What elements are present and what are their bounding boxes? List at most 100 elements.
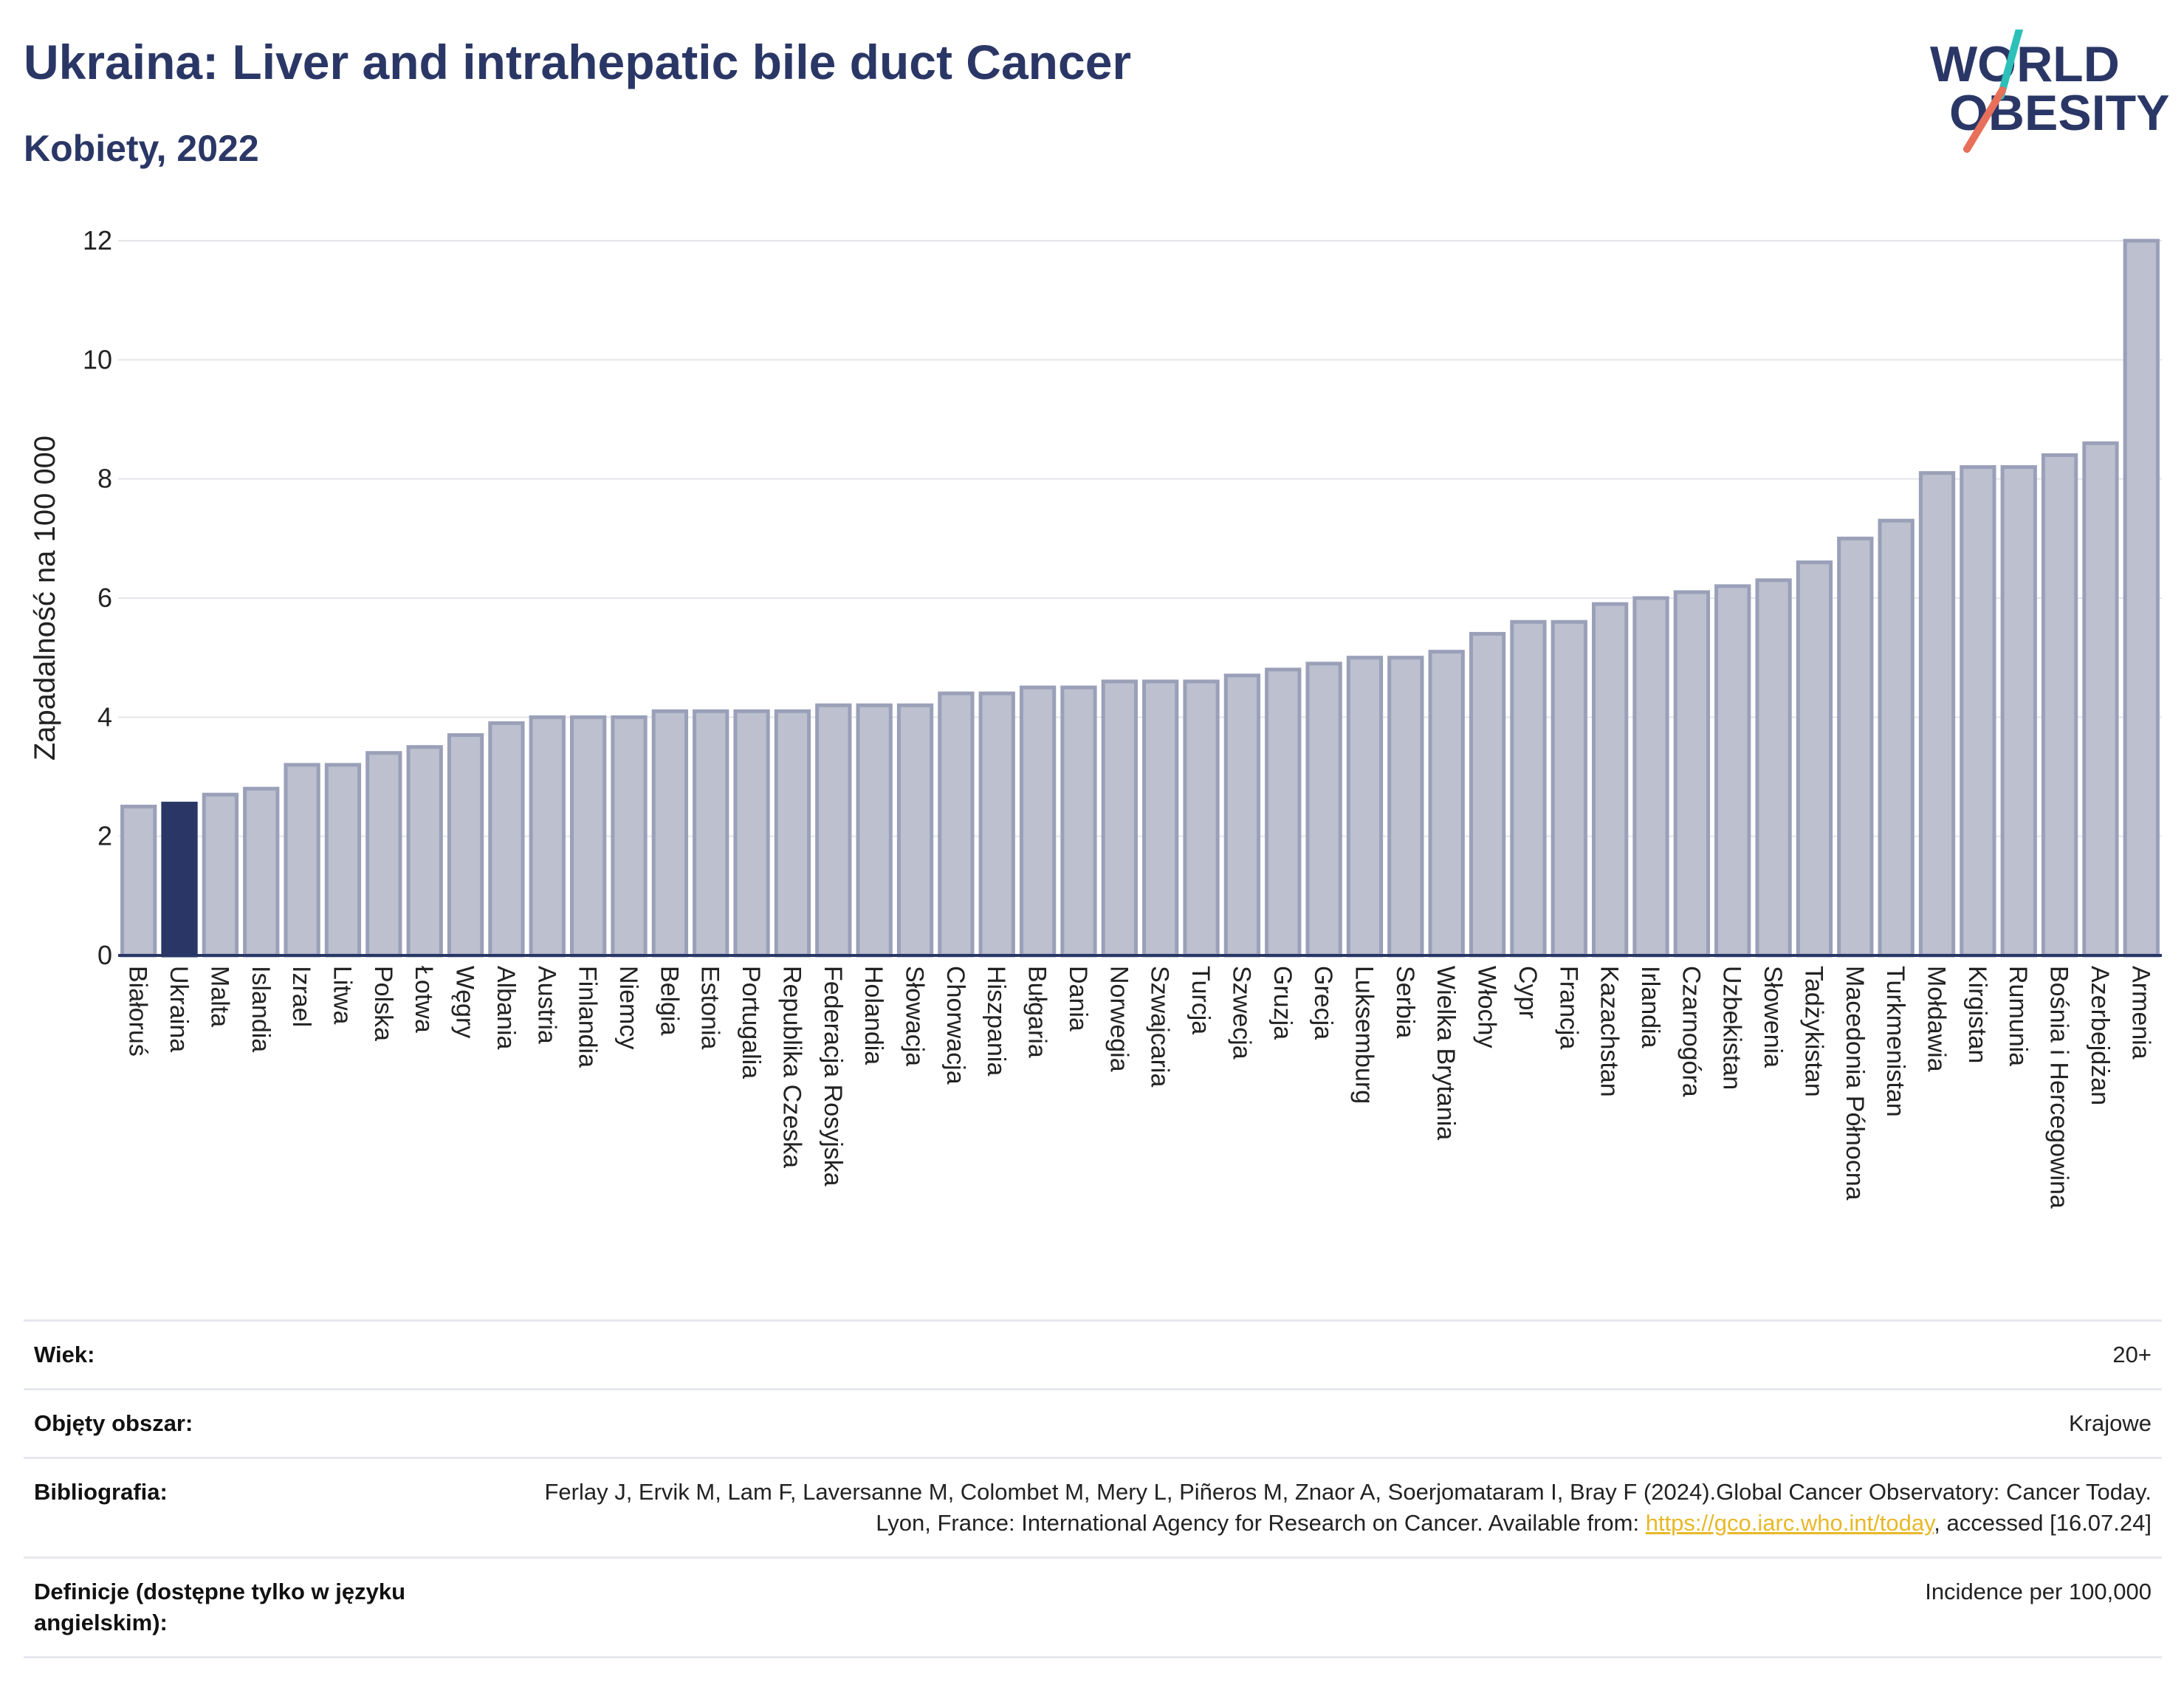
bar	[1142, 679, 1179, 958]
meta-row-age: Wiek: 20+	[24, 1319, 2162, 1388]
x-tick-label: Portugalia	[737, 966, 765, 1079]
x-tick-label: Polska	[369, 966, 397, 1041]
x-tick-label: Francja	[1554, 966, 1582, 1049]
bibliography-text: Ferlay J, Ervik M, Lam F, Laversanne M, …	[544, 1479, 2152, 1536]
bar	[2000, 465, 2037, 958]
x-tick-label: Niemcy	[614, 966, 642, 1049]
bar	[1305, 662, 1342, 958]
x-tick-label: Bułgaria	[1023, 966, 1051, 1058]
bar	[1878, 518, 1915, 958]
x-tick-label: Irlandia	[1636, 966, 1664, 1048]
x-tick-label: Wielka Brytania	[1432, 966, 1460, 1140]
x-tick-label: Uzbekistan	[1718, 966, 1746, 1090]
bar	[1510, 619, 1547, 958]
bar	[1469, 631, 1506, 958]
bar	[1673, 590, 1711, 958]
bibliography-value: Ferlay J, Ervik M, Lam F, Laversanne M, …	[527, 1477, 2152, 1539]
bar	[1428, 650, 1465, 958]
meta-row-bibliography: Bibliografia: Ferlay J, Ervik M, Lam F, …	[24, 1457, 2162, 1556]
logo-slash-coral	[1963, 86, 2006, 153]
x-tick-label: Austria	[532, 966, 560, 1044]
y-tick-label: 2	[97, 821, 112, 851]
bar-highlighted	[161, 801, 198, 958]
x-tick-label: Estonia	[696, 966, 724, 1049]
bar	[733, 709, 770, 958]
bar	[1632, 596, 1669, 958]
logo-text-obesity: OBESITY	[1949, 85, 2170, 141]
x-tick-label: Mołdawia	[1923, 966, 1951, 1072]
world-obesity-logo: WORLD OBESITY	[1930, 30, 2170, 153]
logo-text-world: WORLD	[1930, 36, 2120, 92]
x-tick-label: Włochy	[1473, 966, 1501, 1048]
bar	[978, 691, 1015, 958]
bar	[488, 721, 525, 958]
y-tick-label: 4	[97, 701, 112, 732]
x-tick-label: Białoruś	[124, 966, 152, 1057]
x-tick-label: Federacja Rosyjska	[819, 966, 847, 1187]
x-tick-label: Islandia	[247, 966, 275, 1052]
x-tick-label: Turcja	[1187, 966, 1215, 1034]
bar	[774, 709, 811, 958]
bar	[651, 709, 689, 958]
x-tick-label: Azerbejdżan	[2086, 966, 2114, 1105]
bar	[324, 763, 362, 958]
bar	[447, 733, 484, 958]
x-tick-label: Czarnogóra	[1677, 966, 1705, 1097]
bar	[1796, 560, 1833, 958]
bar	[1387, 656, 1424, 958]
bar	[1714, 584, 1751, 958]
x-tick-label: Rumunia	[2004, 966, 2032, 1066]
x-tick-label: Gruzja	[1268, 966, 1297, 1040]
bibliography-label: Bibliografia:	[34, 1479, 168, 1505]
x-tick-label: Słowacja	[901, 966, 929, 1066]
definitions-label: Definicje (dostępne tylko w języku angie…	[34, 1579, 406, 1635]
x-tick-label: Słowenia	[1759, 966, 1787, 1068]
bar	[365, 751, 402, 958]
x-tick-label: Belgia	[655, 966, 683, 1036]
bar	[1837, 536, 1874, 958]
bar	[896, 703, 934, 958]
area-value: Krajowe	[2069, 1410, 2152, 1436]
y-tick-label: 8	[97, 464, 112, 494]
x-tick-label: Turkmenistan	[1881, 966, 1909, 1117]
x-tick-label: Serbia	[1391, 966, 1419, 1038]
bar	[529, 715, 566, 958]
age-label: Wiek:	[34, 1342, 95, 1367]
x-tick-label: Hiszpania	[982, 966, 1010, 1076]
y-tick-label: 10	[83, 344, 112, 374]
bar	[202, 792, 239, 958]
bar	[1346, 656, 1384, 958]
y-tick-label: 6	[97, 583, 112, 613]
bar	[406, 745, 443, 958]
x-tick-label: Ukraina	[165, 966, 193, 1052]
x-tick-label: Armenia	[2126, 966, 2154, 1060]
x-tick-label: Holandia	[859, 966, 887, 1065]
bibliography-link[interactable]: https://gco.iarc.who.int/today	[1645, 1510, 1934, 1536]
age-value: 20+	[2112, 1342, 2152, 1367]
bar	[1101, 679, 1138, 958]
x-tick-label: Luksemburg	[1350, 966, 1378, 1104]
x-tick-label: Szwecja	[1227, 966, 1255, 1060]
chart-subtitle: Kobiety, 2022	[24, 128, 259, 169]
x-tick-label: Macedonia Północna	[1841, 966, 1869, 1201]
x-tick-label: Szwajcaria	[1146, 966, 1174, 1087]
x-tick-label: Malta	[205, 966, 233, 1027]
bar	[2041, 453, 2078, 958]
bar	[284, 763, 320, 958]
meta-row-definitions: Definicje (dostępne tylko w języku angie…	[24, 1556, 2162, 1658]
bar	[1060, 685, 1097, 958]
bar	[611, 715, 648, 958]
bar	[1755, 578, 1792, 958]
bibliography-accessed: , accessed [16.07.24]	[1934, 1510, 2152, 1536]
x-tick-label: Cypr	[1514, 966, 1542, 1019]
x-tick-label: Izrael	[287, 966, 315, 1027]
bar-chart: 0 2 4 6 8 10 12 Zapadalność na 100 000 Białoruś U…	[29, 225, 2162, 1209]
meta-row-area: Objęty obszar: Krajowe	[24, 1388, 2162, 1457]
bar	[856, 703, 893, 958]
bar	[1223, 673, 1261, 958]
x-tick-label: Finlandia	[574, 966, 602, 1068]
bar	[569, 715, 607, 958]
y-tick-label: 12	[83, 225, 112, 255]
x-tick-label: Bośnia i Hercegowina	[2045, 966, 2073, 1209]
bar	[1551, 619, 1587, 958]
